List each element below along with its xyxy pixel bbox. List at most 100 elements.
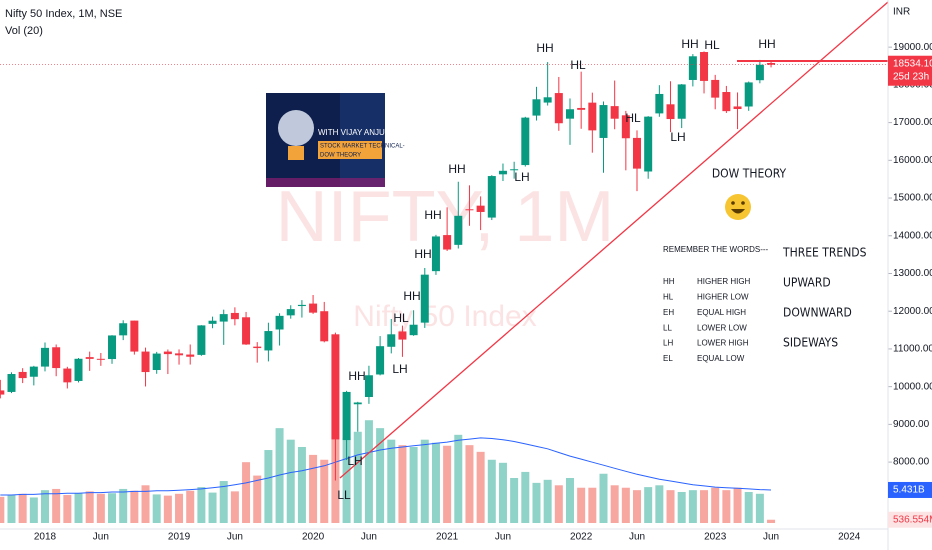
candle-body: [733, 106, 742, 110]
candle-body: [264, 331, 273, 351]
volume-bar: [119, 488, 128, 523]
candle-body: [175, 353, 184, 356]
volume-bar: [711, 487, 720, 523]
candle-body: [633, 137, 642, 169]
thumbnail-badge: [318, 141, 382, 159]
thumbnail-text: STOCK MARKET TECHNICAL-: [320, 144, 405, 150]
volume-value-box: [888, 511, 932, 528]
pattern-label: HH: [414, 247, 431, 261]
candle-body: [644, 116, 653, 172]
volume-bar: [353, 431, 362, 523]
volume-bar: [465, 445, 474, 523]
candle-body: [521, 117, 530, 166]
volume-bar: [677, 491, 686, 523]
volume-bar: [644, 487, 653, 523]
volume-bar: [96, 493, 105, 523]
x-tick-label: 2018: [34, 532, 57, 543]
candle-body: [41, 347, 49, 367]
volume-bar: [275, 428, 284, 523]
volume-bar: [342, 437, 351, 523]
trend-item: DOWNWARD: [783, 306, 852, 320]
candle-body: [465, 209, 474, 211]
x-tick-label: Jun: [763, 532, 779, 543]
volume-value-box: [888, 481, 932, 498]
candle-body: [286, 309, 295, 316]
candle-body: [320, 311, 329, 342]
volume-bar: [18, 493, 27, 523]
volume-bar: [744, 491, 753, 523]
pattern-label: HH: [681, 37, 698, 51]
x-tick-label: 2024: [838, 532, 861, 543]
volume-bar: [264, 450, 273, 523]
volume-bar: [588, 487, 597, 523]
candle-body: [755, 64, 764, 81]
trend-line: [339, 1, 889, 479]
volume-bar: [398, 445, 407, 523]
legend-heading: REMEMBER THE WORDS---: [663, 245, 769, 254]
candle-body: [309, 303, 318, 313]
volume-bar: [152, 494, 161, 523]
legend-meaning: LOWER HIGH: [697, 339, 749, 348]
volume-bar: [565, 477, 574, 523]
candle-body: [565, 109, 574, 119]
candle-body: [353, 402, 362, 405]
volume-bar: [253, 475, 262, 523]
pattern-label: HL: [625, 111, 641, 125]
pattern-label: HL: [704, 38, 720, 52]
volume-bar: [700, 490, 709, 523]
volume-bar: [331, 439, 340, 523]
x-tick-label: Jun: [93, 532, 109, 543]
candle-body: [130, 320, 139, 352]
candle-body: [420, 274, 429, 323]
legend-meaning: HIGHER HIGH: [697, 277, 751, 286]
volume-bar: [577, 487, 586, 523]
candle-body: [242, 317, 251, 345]
x-tick-label: Jun: [495, 532, 511, 543]
thumbnail-text: DOW THEORY: [320, 153, 361, 159]
volume-bar: [242, 462, 251, 523]
candle-body: [767, 62, 776, 65]
candle-body: [498, 170, 507, 175]
y-tick-label: 11000.00: [893, 344, 932, 355]
y-tick-label: 16000.00: [893, 155, 932, 166]
volume-bar: [85, 491, 94, 523]
candle-body: [666, 104, 675, 120]
volume-bar: [320, 459, 329, 523]
candle-body: [476, 205, 485, 212]
candle-body: [152, 353, 161, 371]
last-price-label: 18534.10: [893, 58, 932, 69]
volume-bar: [364, 420, 373, 523]
candle-body: [275, 315, 284, 330]
candle-body: [253, 346, 262, 349]
thumbnail-text: WITH VIJAY ANJUM: [318, 128, 392, 137]
pattern-label: HH: [348, 369, 365, 383]
volume-bar: [633, 490, 642, 523]
x-tick-label: Jun: [629, 532, 645, 543]
candle-body: [18, 371, 27, 379]
dow-title: DOW THEORY: [712, 167, 787, 181]
candle-body: [364, 375, 373, 397]
volume-bar: [431, 442, 440, 523]
candle-body: [431, 236, 440, 272]
volume-bar: [130, 490, 139, 523]
y-tick-label: 14000.00: [893, 230, 932, 241]
volume-bar: [610, 485, 619, 523]
chart-title: Nifty 50 Index, 1M, NSE: [5, 8, 122, 20]
volume-bar: [443, 445, 452, 523]
candle-body: [454, 215, 463, 245]
candle-body: [108, 335, 117, 360]
volume-bar: [29, 497, 38, 523]
y-tick-label: 10000.00: [893, 381, 932, 392]
volume-bar: [175, 493, 184, 523]
x-tick-label: 2022: [570, 532, 593, 543]
volume-bar: [621, 487, 630, 523]
candle-body: [208, 320, 217, 324]
volume-bar: [755, 493, 764, 523]
x-tick-label: Jun: [227, 532, 243, 543]
volume-bar: [0, 496, 5, 523]
y-tick-label: 9000.00: [893, 419, 930, 430]
trend-item: UPWARD: [783, 276, 831, 290]
candle-body: [655, 93, 664, 114]
candle-body: [543, 97, 552, 103]
legend-meaning: HIGHER LOW: [697, 293, 749, 302]
